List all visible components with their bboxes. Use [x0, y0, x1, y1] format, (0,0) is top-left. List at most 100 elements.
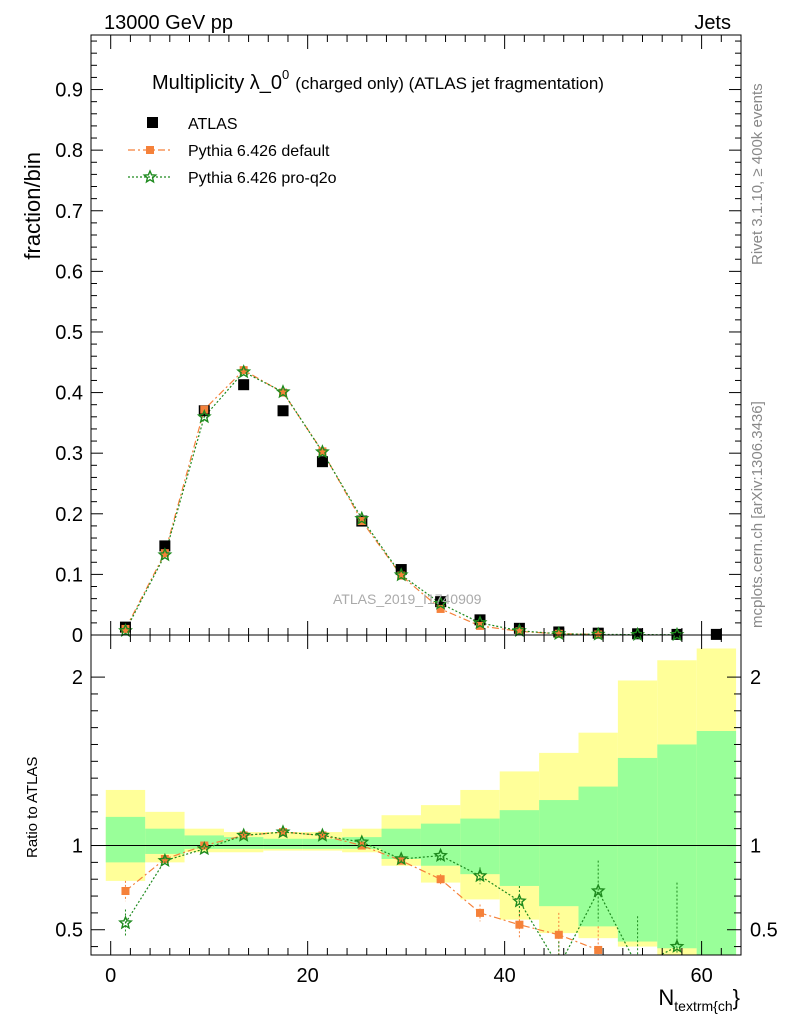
ratio-xtick-label: 0	[105, 965, 116, 987]
main-ytick-label: 0.7	[55, 201, 83, 223]
ratio-proq2o-point	[632, 961, 643, 972]
ratio-proq2o-point	[314, 827, 330, 842]
uncertainty-band-green	[578, 786, 618, 927]
ratio-panel: 0.5 0.51 12 20 20 40 60 Ratio to ATLAS Ntextrm…	[24, 634, 778, 1014]
main-ytick-label: 0.4	[55, 383, 83, 405]
mcplots-label: mcplots.cern.ch [arXiv:1306.3436]	[749, 401, 766, 628]
main-ytick-label: 0.1	[55, 564, 83, 586]
x-axis-label-main: N	[658, 985, 674, 1010]
proq2o-point	[669, 626, 685, 642]
ratio-default-point	[554, 930, 563, 939]
default-point	[397, 571, 406, 580]
ratio-ytick-label: 2	[72, 667, 83, 689]
ratio-ytick-label: 0.5	[55, 920, 83, 942]
ratio-proq2o-point	[590, 883, 606, 898]
proq2o-point	[354, 510, 370, 526]
header-energy-label: 13000 GeV pp	[104, 12, 233, 34]
x-axis-label-sub: textrm{ch	[674, 998, 732, 1014]
legend-proq2o-label: Pythia 6.426 pro-q2o	[188, 170, 337, 187]
ratio-proq2o-line	[124, 831, 678, 955]
ratio-proq2o-point	[354, 834, 370, 849]
default-point	[160, 549, 169, 558]
main-ytick-label: 0.2	[55, 504, 83, 526]
atlas-point	[710, 628, 722, 640]
uncertainty-band-green	[145, 828, 185, 854]
legend-atlas-label: ATLAS	[188, 116, 238, 133]
ratio-proq2o-point	[393, 851, 409, 866]
watermark-label: ATLAS_2019_I1740909	[333, 591, 482, 607]
ratio-proq2o-point	[669, 938, 685, 953]
ratio-proq2o-point	[511, 893, 527, 908]
atlas-point	[474, 614, 486, 626]
proq2o-point	[236, 364, 252, 379]
chart-title-suffix: (charged only) (ATLAS jet fragmentation)	[295, 74, 604, 93]
ratio-proq2o-point	[433, 847, 448, 863]
proq2o-point	[314, 444, 330, 459]
uncertainty-band-green	[499, 810, 540, 886]
default-point	[515, 627, 524, 636]
proq2o-point	[630, 626, 646, 641]
uncertainty-band-green	[302, 838, 343, 849]
atlas-point	[238, 379, 250, 391]
default-point	[554, 629, 563, 638]
uncertainty-band-green	[539, 800, 579, 907]
ratio-xtick-label: 40	[494, 965, 516, 987]
ratio-proq2o-point	[275, 824, 291, 839]
default-point	[594, 630, 603, 639]
main-ytick-label: 0.5	[55, 322, 83, 344]
legend-default-marker	[146, 146, 154, 154]
proq2o-point	[472, 615, 488, 630]
main-ytick-label: 0.3	[55, 443, 83, 465]
ratio-default-point	[121, 887, 130, 895]
ratio-proq2o-point	[196, 841, 212, 856]
atlas-point	[435, 596, 447, 608]
ratio-default-point	[200, 841, 209, 850]
ratio-xtick-label: 20	[297, 965, 319, 987]
legend: ATLAS Pythia 6.426 default Pythia 6.426 …	[128, 116, 337, 187]
proq2o-point	[275, 384, 291, 399]
x-axis-label-close: }	[733, 985, 740, 1010]
default-point	[121, 624, 130, 633]
main-panel: 0 0.1 0.2 0.3 0.4 0.5 0.6 0.7 0.8 0.9 ATLAS_2019_…	[20, 34, 742, 647]
uncertainty-band-green	[223, 837, 264, 849]
uncertainty-band-green	[657, 744, 697, 949]
ratio-default-point	[476, 908, 485, 917]
uncertainty-band-green	[617, 757, 658, 942]
ratio-default-point	[515, 920, 524, 929]
chart-title: Multiplicity λ_00 (charged only) (ATLAS j…	[152, 67, 604, 94]
uncertainty-band-green	[263, 838, 303, 849]
uncertainty-band-green	[460, 818, 500, 875]
legend-default-label: Pythia 6.426 default	[188, 143, 330, 160]
default-point	[318, 447, 327, 456]
proq2o-point	[196, 408, 212, 424]
ratio-proq2o-point	[236, 827, 252, 842]
atlas-point	[159, 540, 171, 552]
proq2o-point	[551, 625, 567, 641]
proq2o-point	[393, 567, 409, 582]
uncertainty-band-green	[105, 816, 146, 863]
legend-proq2o-marker	[142, 169, 158, 184]
proq2o-point	[511, 622, 527, 638]
ratio-default-point	[594, 945, 603, 954]
ratio-ytick-label-right: 0.5	[750, 920, 778, 942]
x-axis-label: Ntextrm{ch}	[658, 985, 740, 1014]
ratio-xtick-label: 60	[690, 965, 712, 987]
rivet-label: Rivet 3.1.10, ≥ 400k events	[749, 83, 766, 265]
uncertainty-band-green	[696, 731, 737, 955]
ratio-proq2o-point	[118, 915, 133, 930]
atlas-point	[632, 628, 644, 640]
ratio-proq2o-point	[472, 867, 488, 883]
proq2o-line	[124, 371, 677, 636]
main-ytick-label: 0.6	[55, 261, 83, 283]
ratio-ylabel: Ratio to ATLAS	[24, 757, 41, 858]
default-point	[239, 366, 248, 375]
main-ytick-label: 0	[72, 625, 83, 647]
chart-title-sup: 0	[282, 67, 289, 82]
ratio-proq2o-point	[157, 852, 173, 867]
ratio-ytick-label: 1	[72, 836, 83, 858]
ratio-ytick-label-right: 1	[750, 836, 761, 858]
main-ytick-label: 0.9	[55, 80, 83, 102]
main-ytick-label: 0.8	[55, 140, 83, 162]
ratio-default-point	[436, 875, 445, 884]
